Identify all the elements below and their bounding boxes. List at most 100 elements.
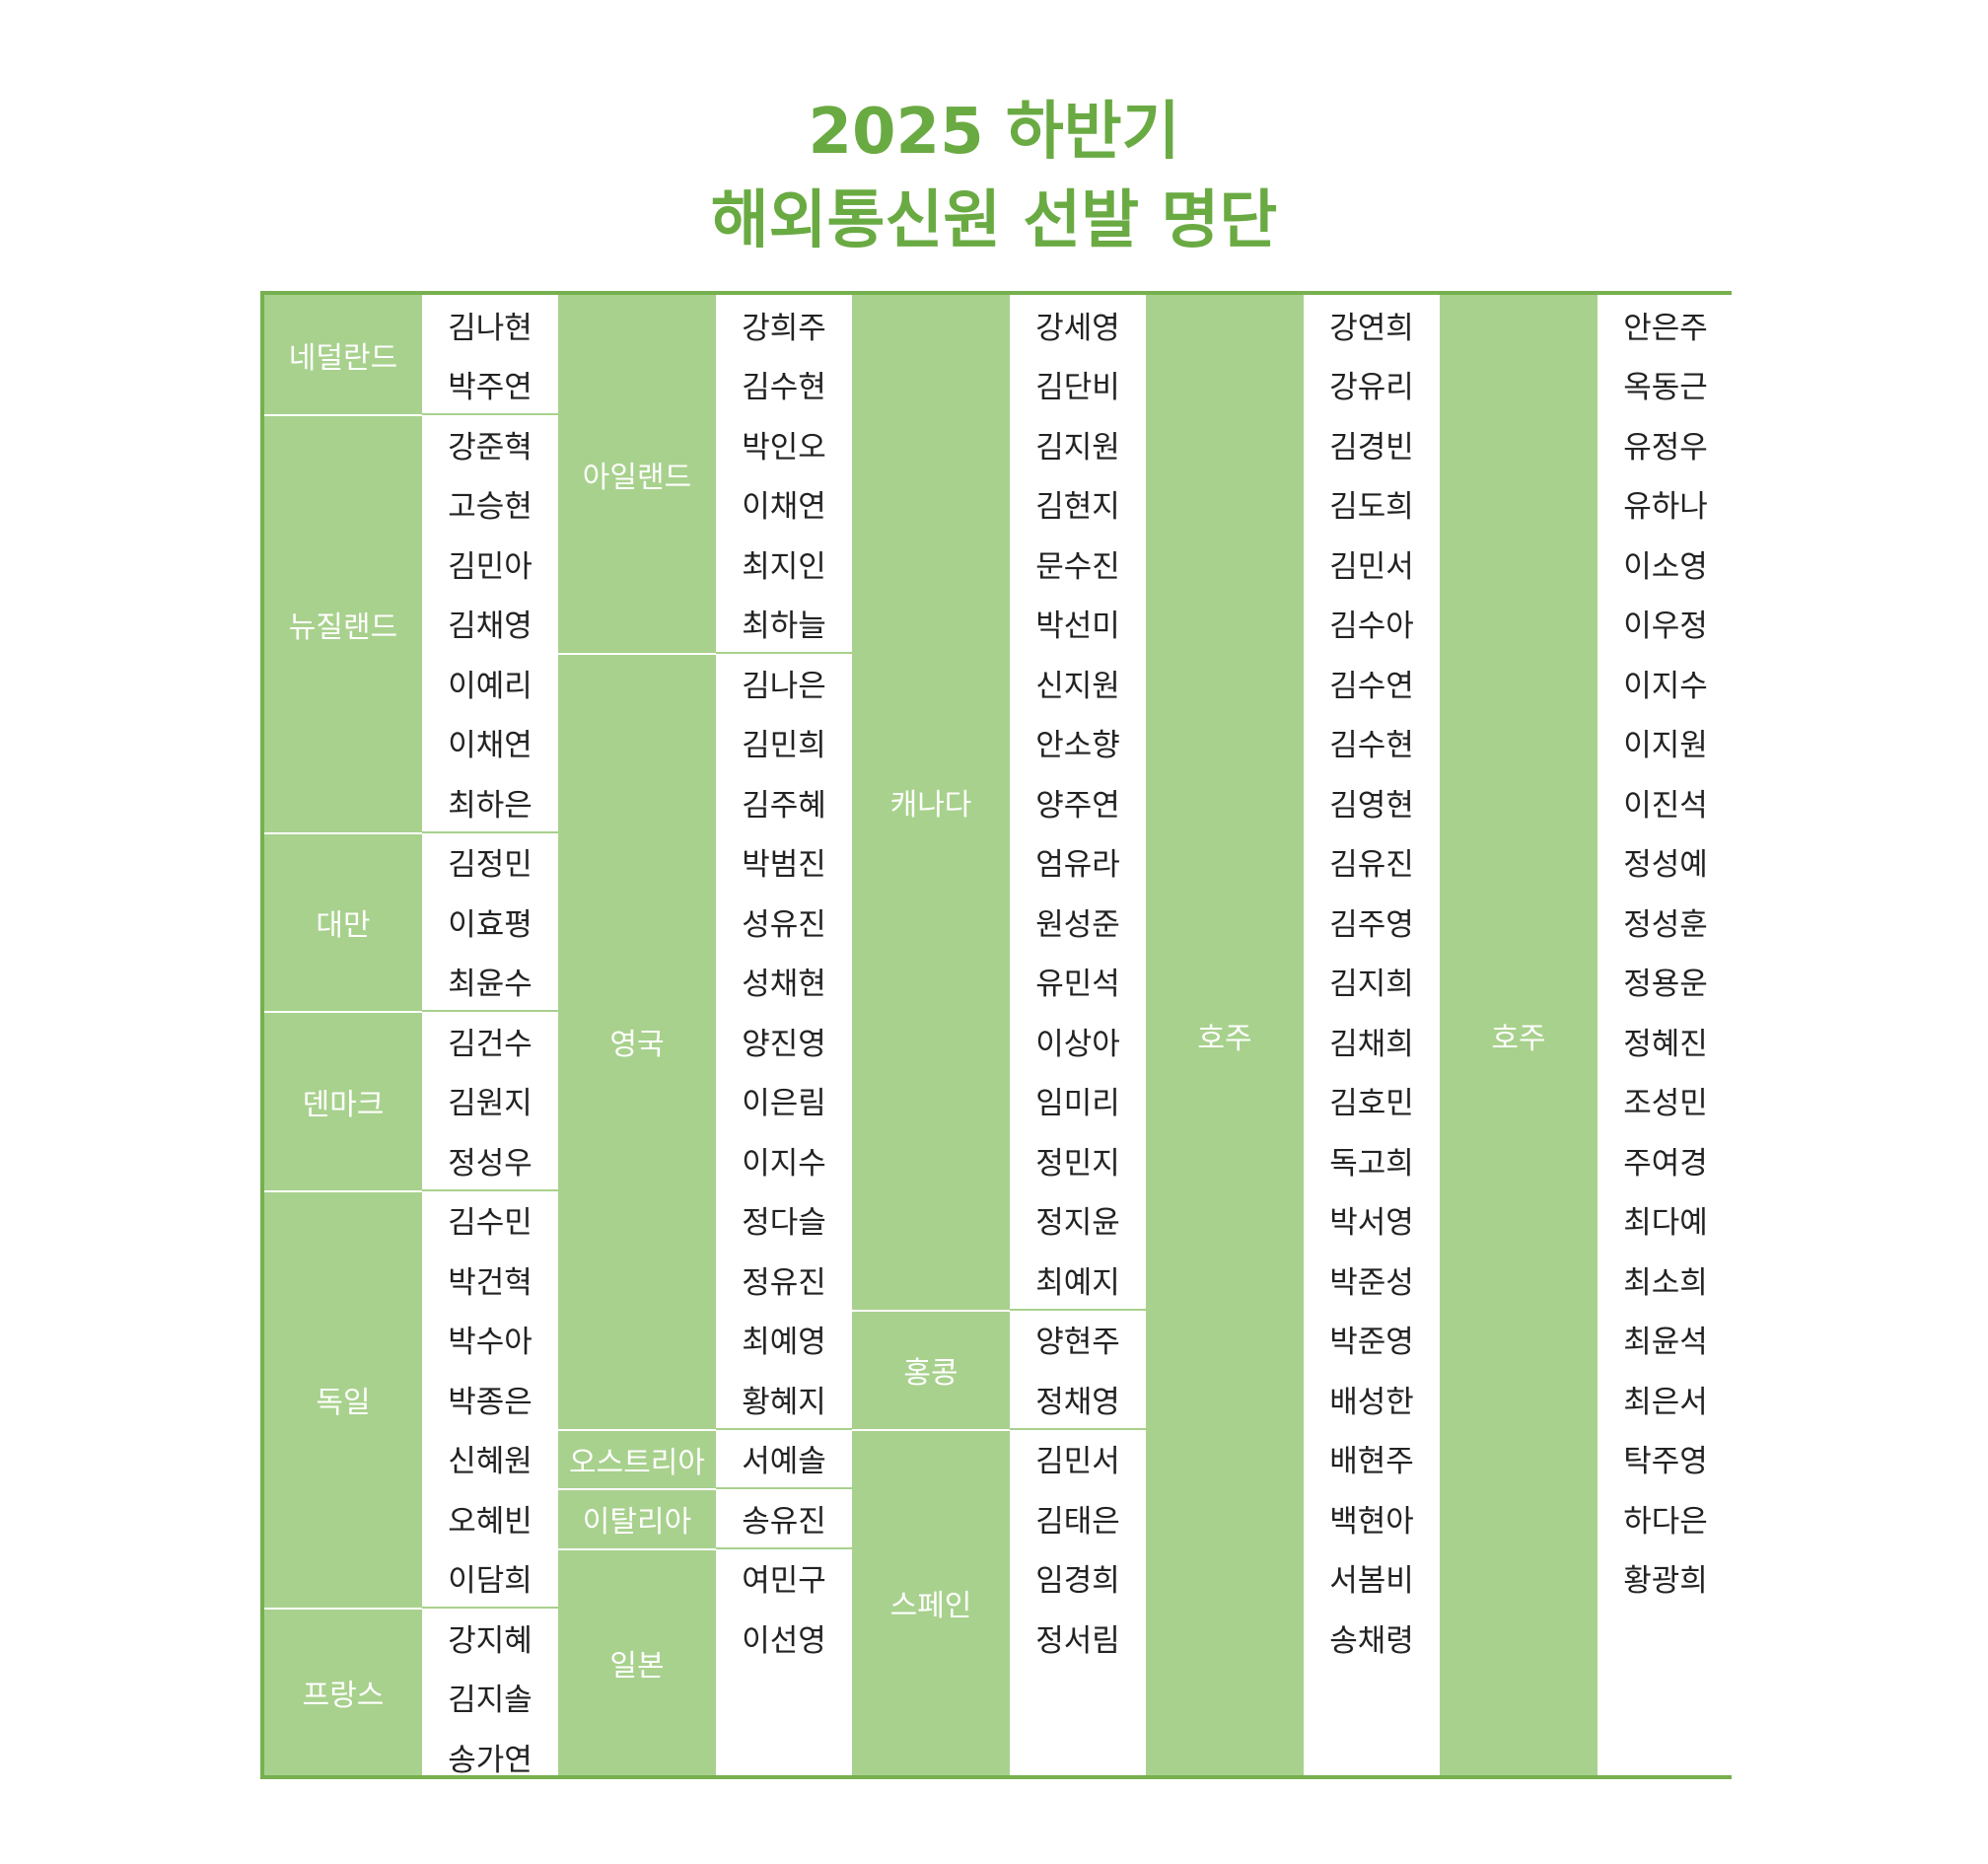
member-name: 이지원	[1623, 728, 1708, 764]
member-name: 임경희	[1035, 1563, 1120, 1600]
member-name: 하다은	[1623, 1503, 1708, 1540]
member-name: 강희주	[742, 310, 826, 346]
member-name: 김채영	[448, 609, 532, 645]
member-name: 최윤수	[448, 967, 532, 1003]
member-name: 김경빈	[1329, 429, 1414, 466]
member-name: 강지혜	[448, 1622, 532, 1659]
member-name: 김수민	[448, 1205, 532, 1242]
member-name: 배성한	[1329, 1384, 1414, 1420]
member-name: 옥동근	[1623, 370, 1708, 406]
member-name: 김지희	[1329, 967, 1414, 1003]
country-label: 뉴질랜드	[264, 414, 422, 832]
country-label: 이탈리아	[558, 1488, 716, 1548]
member-name: 김수아	[1329, 609, 1414, 645]
country-label: 일본	[558, 1547, 716, 1775]
member-name: 김수현	[742, 370, 826, 406]
member-name: 최윤석	[1623, 1325, 1708, 1361]
member-name: 황혜지	[742, 1384, 826, 1420]
country-label: 프랑스	[264, 1608, 422, 1775]
country-column: 캐나다 홍콩 스페인	[852, 295, 1010, 1775]
name-column: 강희주 김수현 박인오 이채연 최지인 최하늘 김나은 김민희 김주혜 박범진 성유진 성채현 양진영 이…	[716, 295, 852, 1775]
country-label: 네덜란드	[264, 295, 422, 414]
member-name: 김원지	[448, 1086, 532, 1122]
group-divider	[1010, 1427, 1146, 1430]
member-name: 엄유라	[1035, 847, 1120, 884]
member-name: 김영현	[1329, 787, 1414, 824]
member-name: 조성민	[1623, 1086, 1708, 1122]
member-name: 박건혁	[448, 1264, 532, 1301]
member-name: 김나현	[448, 310, 532, 346]
member-name: 김지솔	[448, 1683, 532, 1719]
member-name: 최소희	[1623, 1264, 1708, 1301]
member-name: 이담희	[448, 1563, 532, 1600]
member-name: 김건수	[448, 1026, 532, 1062]
member-name: 이지수	[742, 1145, 826, 1182]
member-name: 백현아	[1329, 1503, 1414, 1540]
group-divider	[422, 413, 558, 415]
country-label: 아일랜드	[558, 295, 716, 653]
group-divider	[422, 1010, 558, 1012]
member-name: 성유진	[742, 906, 826, 943]
member-name: 김지원	[1035, 429, 1120, 466]
group-divider	[422, 830, 558, 833]
member-name: 김민서	[1035, 1444, 1120, 1480]
country-label: 영국	[558, 653, 716, 1429]
member-name: 김주혜	[742, 787, 826, 824]
member-name: 박종은	[448, 1384, 532, 1420]
member-name: 박준성	[1329, 1264, 1414, 1301]
member-name: 정성우	[448, 1145, 532, 1182]
member-name: 정민지	[1035, 1145, 1120, 1182]
member-name: 박준영	[1329, 1325, 1414, 1361]
member-name: 정유진	[742, 1264, 826, 1301]
member-name: 정지윤	[1035, 1205, 1120, 1242]
roster-column: 네덜란드 뉴질랜드 대만 덴마크 독일 프랑스 김나현 박주연 강준혁 고승현 김민아 김채영 이예리 이…	[264, 295, 558, 1778]
member-name: 양현주	[1035, 1325, 1120, 1361]
name-column: 강세영 김단비 김지원 김현지 문수진 박선미 신지원 안소향 양주연 엄유라 원성준 유민석 이상아 임…	[1010, 295, 1146, 1775]
member-name: 이채연	[742, 489, 826, 526]
member-name: 정채영	[1035, 1384, 1120, 1420]
group-divider	[716, 1546, 852, 1549]
member-name: 박주연	[448, 370, 532, 406]
member-name: 박선미	[1035, 609, 1120, 645]
member-name: 최은서	[1623, 1384, 1708, 1420]
roster-column: 아일랜드 영국 오스트리아 이탈리아 일본 강희주 김수현 박인오 이채연 최지인 최하늘 김나은 김민…	[558, 295, 852, 1775]
member-name: 이채연	[448, 728, 532, 764]
member-name: 강준혁	[448, 429, 532, 466]
roster-table: 네덜란드 뉴질랜드 대만 덴마크 독일 프랑스 김나현 박주연 강준혁 고승현 김민아 김채영 이예리 이…	[260, 291, 1734, 1779]
member-name: 유정우	[1623, 429, 1708, 466]
member-name: 김정민	[448, 847, 532, 884]
member-name: 이소영	[1623, 548, 1708, 585]
member-name: 송유진	[742, 1503, 826, 1540]
member-name: 박수아	[448, 1325, 532, 1361]
member-name: 탁주영	[1623, 1444, 1708, 1480]
member-name: 이진석	[1623, 787, 1708, 824]
country-column: 아일랜드 영국 오스트리아 이탈리아 일본	[558, 295, 716, 1775]
member-name: 주여경	[1623, 1145, 1708, 1182]
member-name: 이우정	[1623, 609, 1708, 645]
member-name: 고승현	[448, 489, 532, 526]
member-name: 배현주	[1329, 1444, 1414, 1480]
member-name: 김태은	[1035, 1503, 1120, 1540]
roster-column: 캐나다 홍콩 스페인 강세영 김단비 김지원 김현지 문수진 박선미 신지원 안소향 양주연 엄유라 원성…	[852, 295, 1146, 1775]
roster-column: 호주 안은주 옥동근 유정우 유하나 이소영 이우정 이지수 이지원 이진석 정성예 정성훈 정용운 정혜…	[1440, 295, 1734, 1775]
member-name: 박범진	[742, 847, 826, 884]
member-name: 최지인	[742, 548, 826, 585]
member-name: 이예리	[448, 668, 532, 704]
member-name: 문수진	[1035, 548, 1120, 585]
member-name: 정다슬	[742, 1205, 826, 1242]
country-label: 호주	[1440, 295, 1598, 1775]
member-name: 최하은	[448, 787, 532, 824]
name-column: 강연희 강유리 김경빈 김도희 김민서 김수아 김수연 김수현 김영현 김유진 김주영 김지희 김채희 김…	[1304, 295, 1440, 1775]
group-divider	[716, 1487, 852, 1489]
page-title-line1: 2025 하반기	[808, 96, 1180, 169]
country-label: 호주	[1146, 295, 1304, 1775]
member-name: 강연희	[1329, 310, 1414, 346]
member-name: 정용운	[1623, 967, 1708, 1003]
country-label: 캐나다	[852, 295, 1010, 1310]
member-name: 김민서	[1329, 548, 1414, 585]
member-name: 정혜진	[1623, 1026, 1708, 1062]
member-name: 김민희	[742, 728, 826, 764]
group-divider	[716, 652, 852, 654]
country-label: 덴마크	[264, 1011, 422, 1190]
country-label: 독일	[264, 1189, 422, 1608]
